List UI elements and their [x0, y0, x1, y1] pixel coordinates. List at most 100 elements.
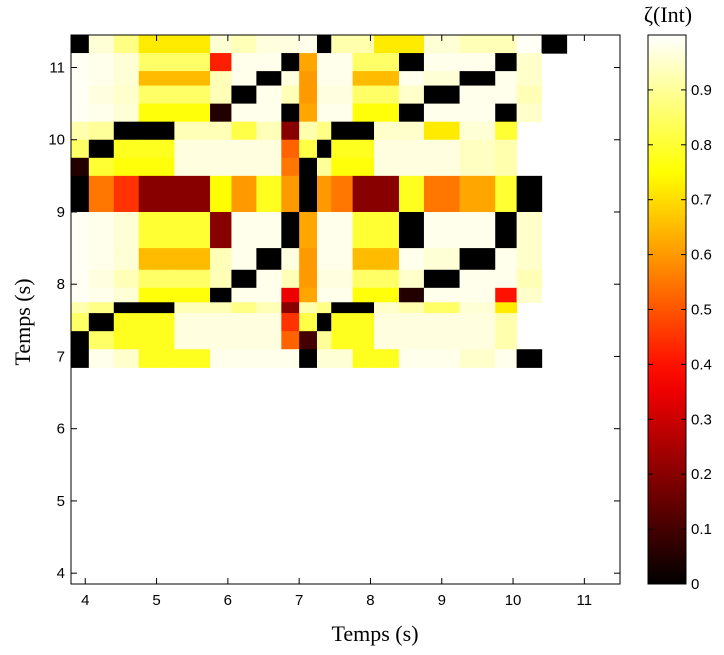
heatmap-cell — [71, 140, 89, 159]
heatmap-cell — [299, 122, 317, 141]
heatmap-cell — [317, 35, 332, 54]
heatmap-cell — [89, 104, 115, 123]
heatmap-cell — [114, 176, 140, 213]
heatmap-cell — [210, 302, 232, 313]
heatmap-cell — [210, 86, 232, 105]
heatmap-cell — [174, 302, 210, 313]
heatmap-cell — [71, 35, 89, 54]
heatmap-cell — [231, 288, 257, 303]
heatmap-cell — [353, 176, 375, 213]
heatmap-cell — [256, 176, 282, 213]
heatmap-cell — [460, 71, 496, 86]
heatmap-cell — [231, 140, 257, 159]
heatmap-cell — [139, 71, 175, 86]
heatmap-cell — [317, 270, 332, 289]
heatmap-cell — [374, 86, 400, 105]
heatmap-cell — [174, 35, 210, 54]
heatmap-cell — [331, 35, 353, 54]
heatmap-cell — [374, 140, 400, 159]
heatmap-cell — [71, 212, 89, 249]
heatmap-cell — [281, 349, 299, 368]
heatmap-cell — [317, 176, 332, 213]
heatmap-cell — [495, 248, 517, 270]
colorbar-tick-label: 0.2 — [691, 466, 712, 483]
heatmap-cell — [256, 140, 282, 159]
heatmap-cell — [424, 104, 460, 123]
heatmap-cell — [281, 158, 299, 177]
heatmap-cell — [89, 53, 115, 72]
heatmap-cell — [281, 35, 299, 54]
heatmap-cell — [331, 302, 353, 313]
heatmap-cell — [114, 270, 140, 289]
heatmap-cell — [89, 122, 115, 141]
heatmap-cell — [399, 212, 425, 249]
heatmap-cell — [331, 140, 353, 159]
y-tick-label: 5 — [57, 493, 65, 510]
heatmap-cell — [331, 53, 353, 72]
heatmap-cell — [139, 158, 175, 177]
heatmap-cell — [353, 35, 375, 54]
heatmap-cell — [231, 212, 257, 249]
heatmap-cell — [374, 212, 400, 249]
heatmap-cell — [424, 140, 460, 159]
heatmap-cell — [89, 140, 115, 159]
heatmap-cell — [139, 248, 175, 270]
heatmap-cell — [495, 270, 517, 289]
x-tick-label: 7 — [295, 592, 303, 609]
heatmap-cell — [139, 53, 175, 72]
heatmap-cell — [374, 288, 400, 303]
heatmap-cell — [71, 331, 89, 350]
heatmap-cell — [495, 104, 517, 123]
heatmap-cell — [139, 302, 175, 313]
heatmap-cell — [210, 270, 232, 289]
heatmap-cell — [281, 288, 299, 303]
heatmap-cell — [353, 349, 375, 368]
heatmap-cell — [210, 122, 232, 141]
heatmap-cell — [231, 302, 257, 313]
heatmap-cell — [71, 288, 89, 303]
x-tick-label: 6 — [224, 592, 232, 609]
heatmap-cell — [517, 212, 543, 249]
heatmap-cell — [299, 140, 317, 159]
heatmap-cell — [114, 248, 140, 270]
heatmap-cell — [424, 313, 460, 332]
heatmap-cell — [89, 302, 115, 313]
heatmap-cell — [374, 71, 400, 86]
heatmap-cell — [174, 104, 210, 123]
heatmap-cell — [256, 270, 282, 289]
x-tick-label: 4 — [81, 592, 89, 609]
heatmap-cell — [89, 71, 115, 86]
heatmap-cell — [281, 313, 299, 332]
heatmap-cell — [139, 288, 175, 303]
heatmap-cell — [317, 53, 332, 72]
heatmap-cell — [374, 302, 400, 313]
heatmap-cell — [256, 313, 282, 332]
heatmap-cell — [114, 349, 140, 368]
heatmap-cell — [299, 270, 317, 289]
heatmap-cell — [374, 331, 400, 350]
heatmap-cell — [114, 53, 140, 72]
heatmap-cell — [174, 288, 210, 303]
heatmap-cells — [71, 35, 567, 368]
heatmap-cell — [460, 176, 496, 213]
heatmap-cell — [299, 331, 317, 350]
heatmap-cell — [71, 176, 89, 213]
heatmap-cell — [256, 71, 282, 86]
heatmap-cell — [114, 158, 140, 177]
heatmap-cell — [495, 158, 517, 177]
heatmap-cell — [495, 313, 517, 332]
heatmap-cell — [114, 140, 140, 159]
heatmap-cell — [460, 104, 496, 123]
y-axis-label: Temps (s) — [10, 278, 35, 365]
heatmap-cell — [317, 331, 332, 350]
heatmap-cell — [89, 176, 115, 213]
heatmap-cell — [256, 35, 282, 54]
heatmap-cell — [317, 140, 332, 159]
colorbar-label: ζ(Int) — [644, 2, 692, 27]
heatmap-cell — [281, 140, 299, 159]
heatmap-cell — [399, 71, 425, 86]
heatmap-cell — [299, 71, 317, 86]
x-tick-label: 11 — [577, 592, 593, 609]
heatmap-cell — [460, 35, 496, 54]
